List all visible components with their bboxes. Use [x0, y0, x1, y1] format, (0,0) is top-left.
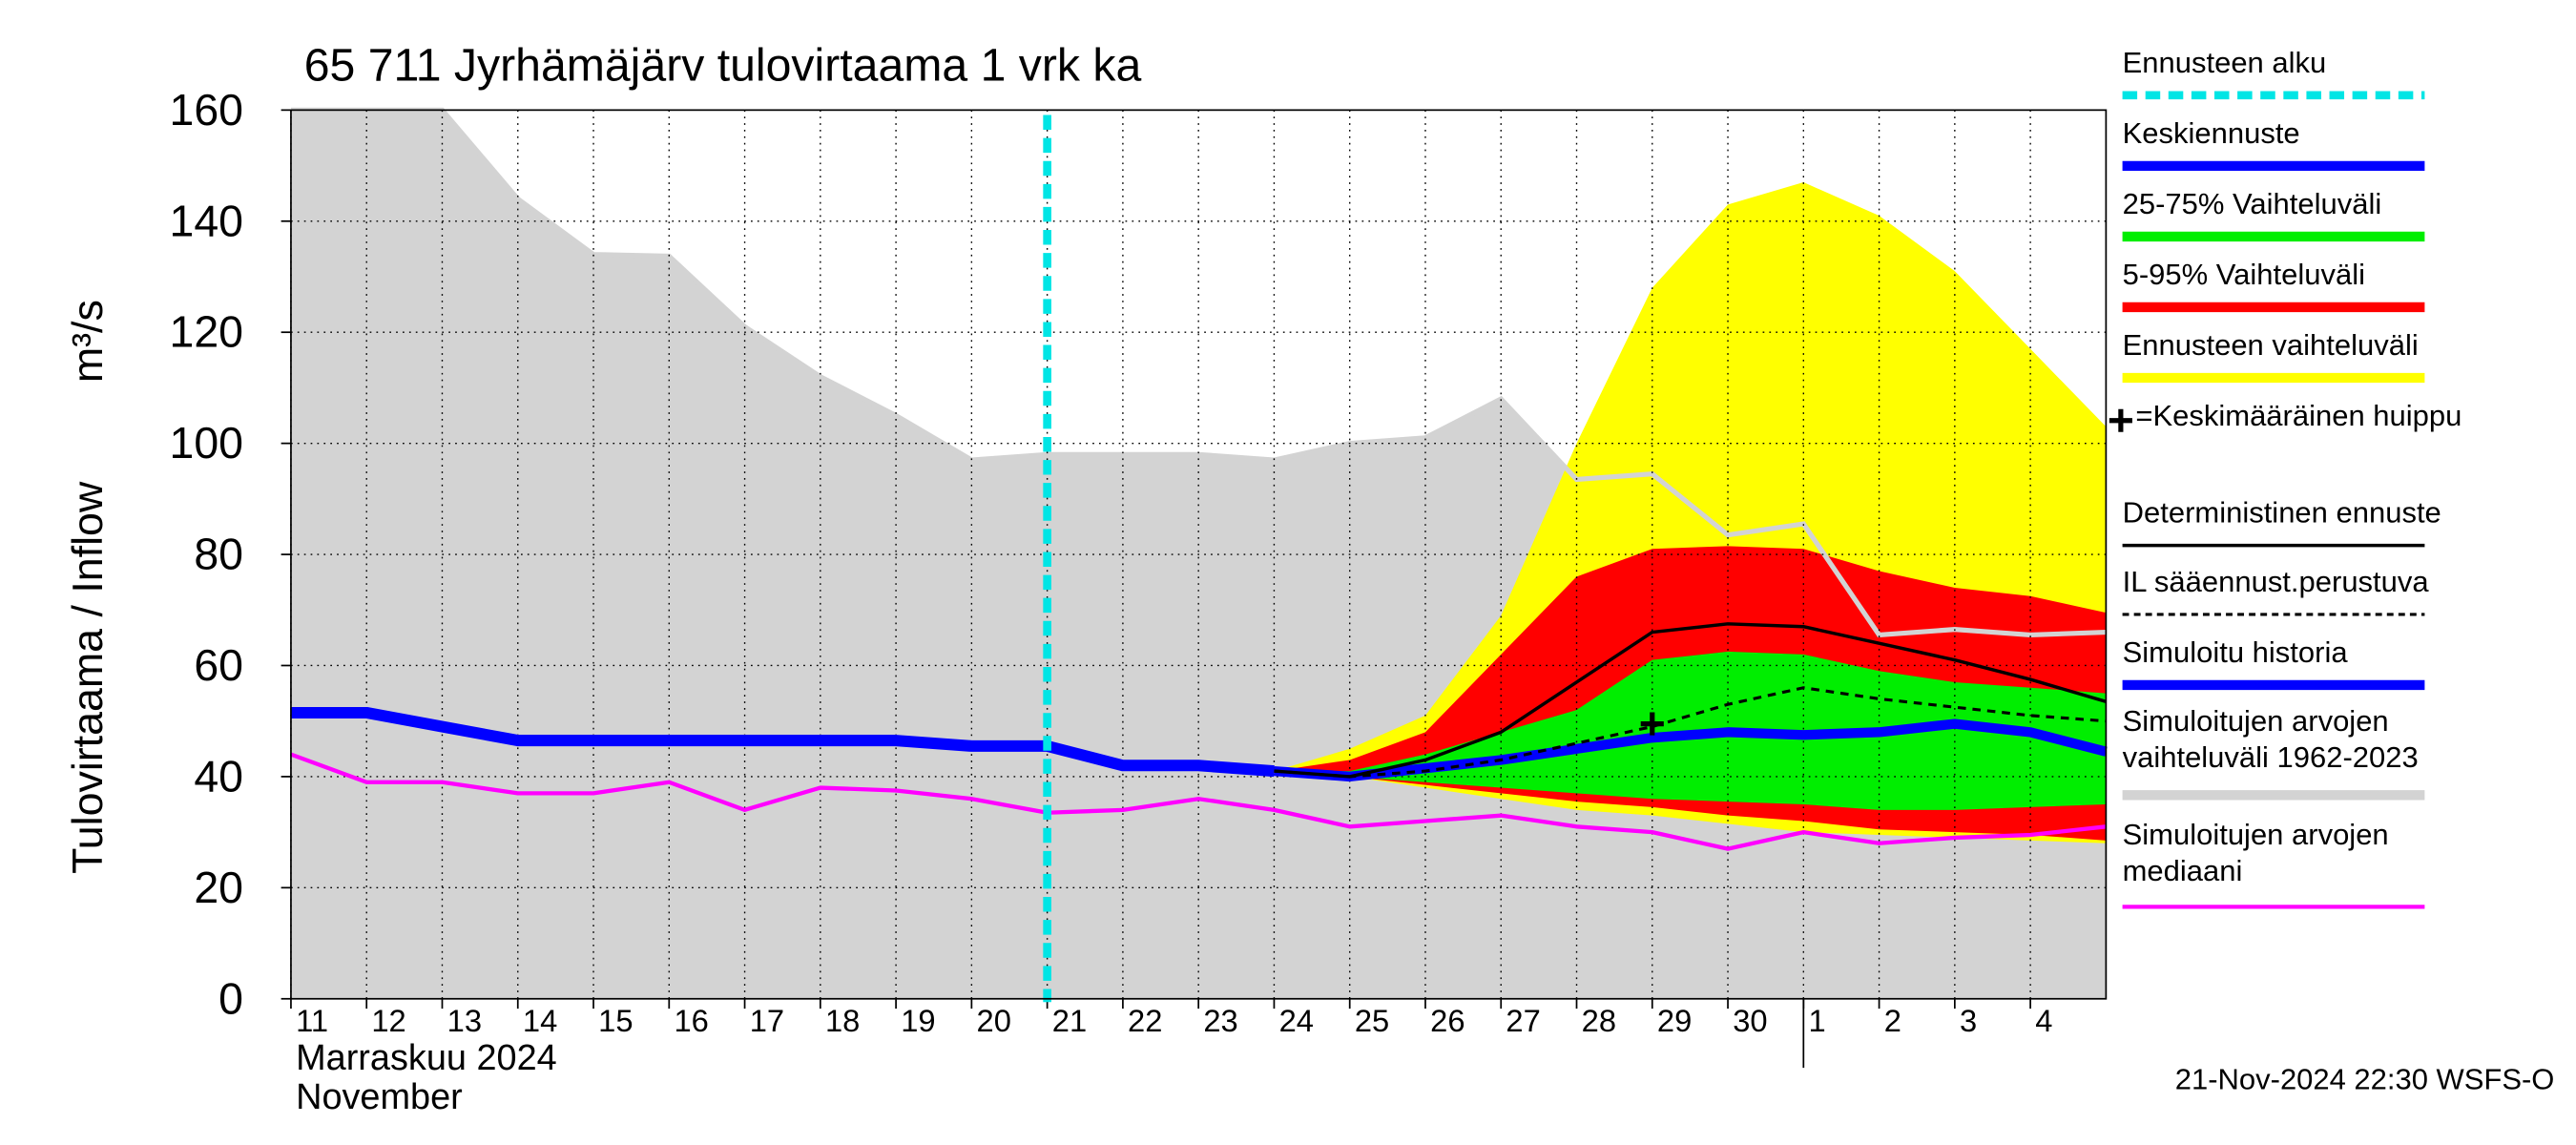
y-tick-label: 40	[194, 751, 243, 801]
legend-label-box: Simuloitujen arvojen vaihteluväli 1962-2…	[2122, 704, 2419, 774]
x-tick-label: 29	[1657, 1003, 1692, 1038]
x-tick-label: 4	[2035, 1003, 2052, 1038]
legend-symbol	[2109, 408, 2132, 432]
x-tick-label: 1	[1808, 1003, 1825, 1038]
legend-label-box: =Keskimääräinen huippu	[2135, 399, 2462, 432]
legend-label-box: Ennusteen vaihteluväli	[2122, 328, 2419, 362]
x-tick-label: 22	[1128, 1003, 1162, 1038]
y-tick-label: 100	[169, 418, 243, 468]
x-tick-label: 3	[1960, 1003, 1977, 1038]
x-tick-label: 14	[523, 1003, 557, 1038]
x-tick-label: 17	[750, 1003, 784, 1038]
x-tick-label: 18	[825, 1003, 860, 1038]
series-line	[1274, 686, 2107, 779]
x-tick-label: 13	[447, 1003, 482, 1038]
y-axis-unit: m³/s	[64, 300, 112, 383]
legend-label: 25-75% Vaihteluväli	[2122, 187, 2382, 220]
legend-label: Simuloitujen arvojen vaihteluväli 1962-2…	[2122, 704, 2419, 774]
x-tick-label: 11	[296, 1003, 328, 1038]
legend-label: 5-95% Vaihteluväli	[2122, 258, 2366, 291]
series-line	[290, 752, 2107, 851]
series-line	[1274, 718, 2108, 782]
plot-frame	[290, 109, 2108, 1000]
legend-label: Ennusteen vaihteluväli	[2122, 328, 2419, 362]
legend-label: =Keskimääräinen huippu	[2135, 399, 2462, 432]
y-axis-label: Tulovirtaama / Inflow	[64, 481, 112, 874]
legend-label: Simuloitu historia	[2122, 635, 2348, 669]
legend-label: Deterministinen ennuste	[2122, 495, 2441, 530]
y-tick-label: 60	[194, 640, 243, 690]
y-tick-label: 140	[169, 196, 243, 245]
legend-label: Keskiennuste	[2122, 116, 2300, 150]
y-tick-label: 80	[194, 530, 243, 579]
y-tick-label: 0	[218, 973, 243, 1023]
legend-label-box: Simuloitu historia	[2122, 635, 2348, 669]
x-tick-label: 15	[598, 1003, 633, 1038]
legend-label-box: Simuloitujen arvojen mediaani	[2122, 818, 2389, 887]
legend-label: Ennusteen alku	[2122, 46, 2327, 79]
x-tick-label: 21	[1052, 1003, 1087, 1038]
x-tick-label: 20	[977, 1003, 1011, 1038]
legend-label-box: Keskiennuste	[2122, 116, 2300, 150]
legend-label-box: Deterministinen ennuste	[2122, 495, 2441, 530]
legend-label: Simuloitujen arvojen mediaani	[2122, 818, 2389, 887]
x-tick-label: 26	[1430, 1003, 1465, 1038]
x-tick-label: 24	[1279, 1003, 1314, 1038]
legend-label-box: 5-95% Vaihteluväli	[2122, 258, 2366, 291]
x-tick-label: 16	[674, 1003, 708, 1038]
chart-title: 65 711 Jyrhämäjärv tulovirtaama 1 vrk ka	[304, 39, 1142, 91]
footer: 21-Nov-2024 22:30 WSFS-O	[2175, 1062, 2555, 1095]
x-tick-label: 12	[371, 1003, 405, 1038]
series-line	[290, 706, 1275, 778]
y-tick-label: 120	[169, 307, 243, 357]
x-tick-label: 19	[901, 1003, 935, 1038]
range-outline	[290, 107, 2107, 638]
y-tick-label: 160	[169, 85, 243, 135]
legend-label-box: 25-75% Vaihteluväli	[2122, 187, 2382, 220]
legend-label-box: Ennusteen alku	[2122, 46, 2327, 79]
x-tick-label: 28	[1582, 1003, 1616, 1038]
peak-marker	[1640, 712, 1664, 736]
x-tick-label: 30	[1733, 1003, 1767, 1038]
y-tick-label: 20	[194, 863, 243, 912]
x-axis-label: November	[296, 1077, 463, 1117]
x-tick-label: 23	[1203, 1003, 1237, 1038]
x-tick-label: 2	[1884, 1003, 1901, 1038]
x-tick-label: 27	[1506, 1003, 1540, 1038]
legend-label-box: IL sääennust.perustuva	[2122, 565, 2429, 598]
x-axis-label: Marraskuu 2024	[296, 1038, 557, 1078]
series-line	[1274, 622, 2107, 779]
legend-label: IL sääennust.perustuva	[2122, 565, 2429, 598]
x-tick-label: 25	[1355, 1003, 1389, 1038]
